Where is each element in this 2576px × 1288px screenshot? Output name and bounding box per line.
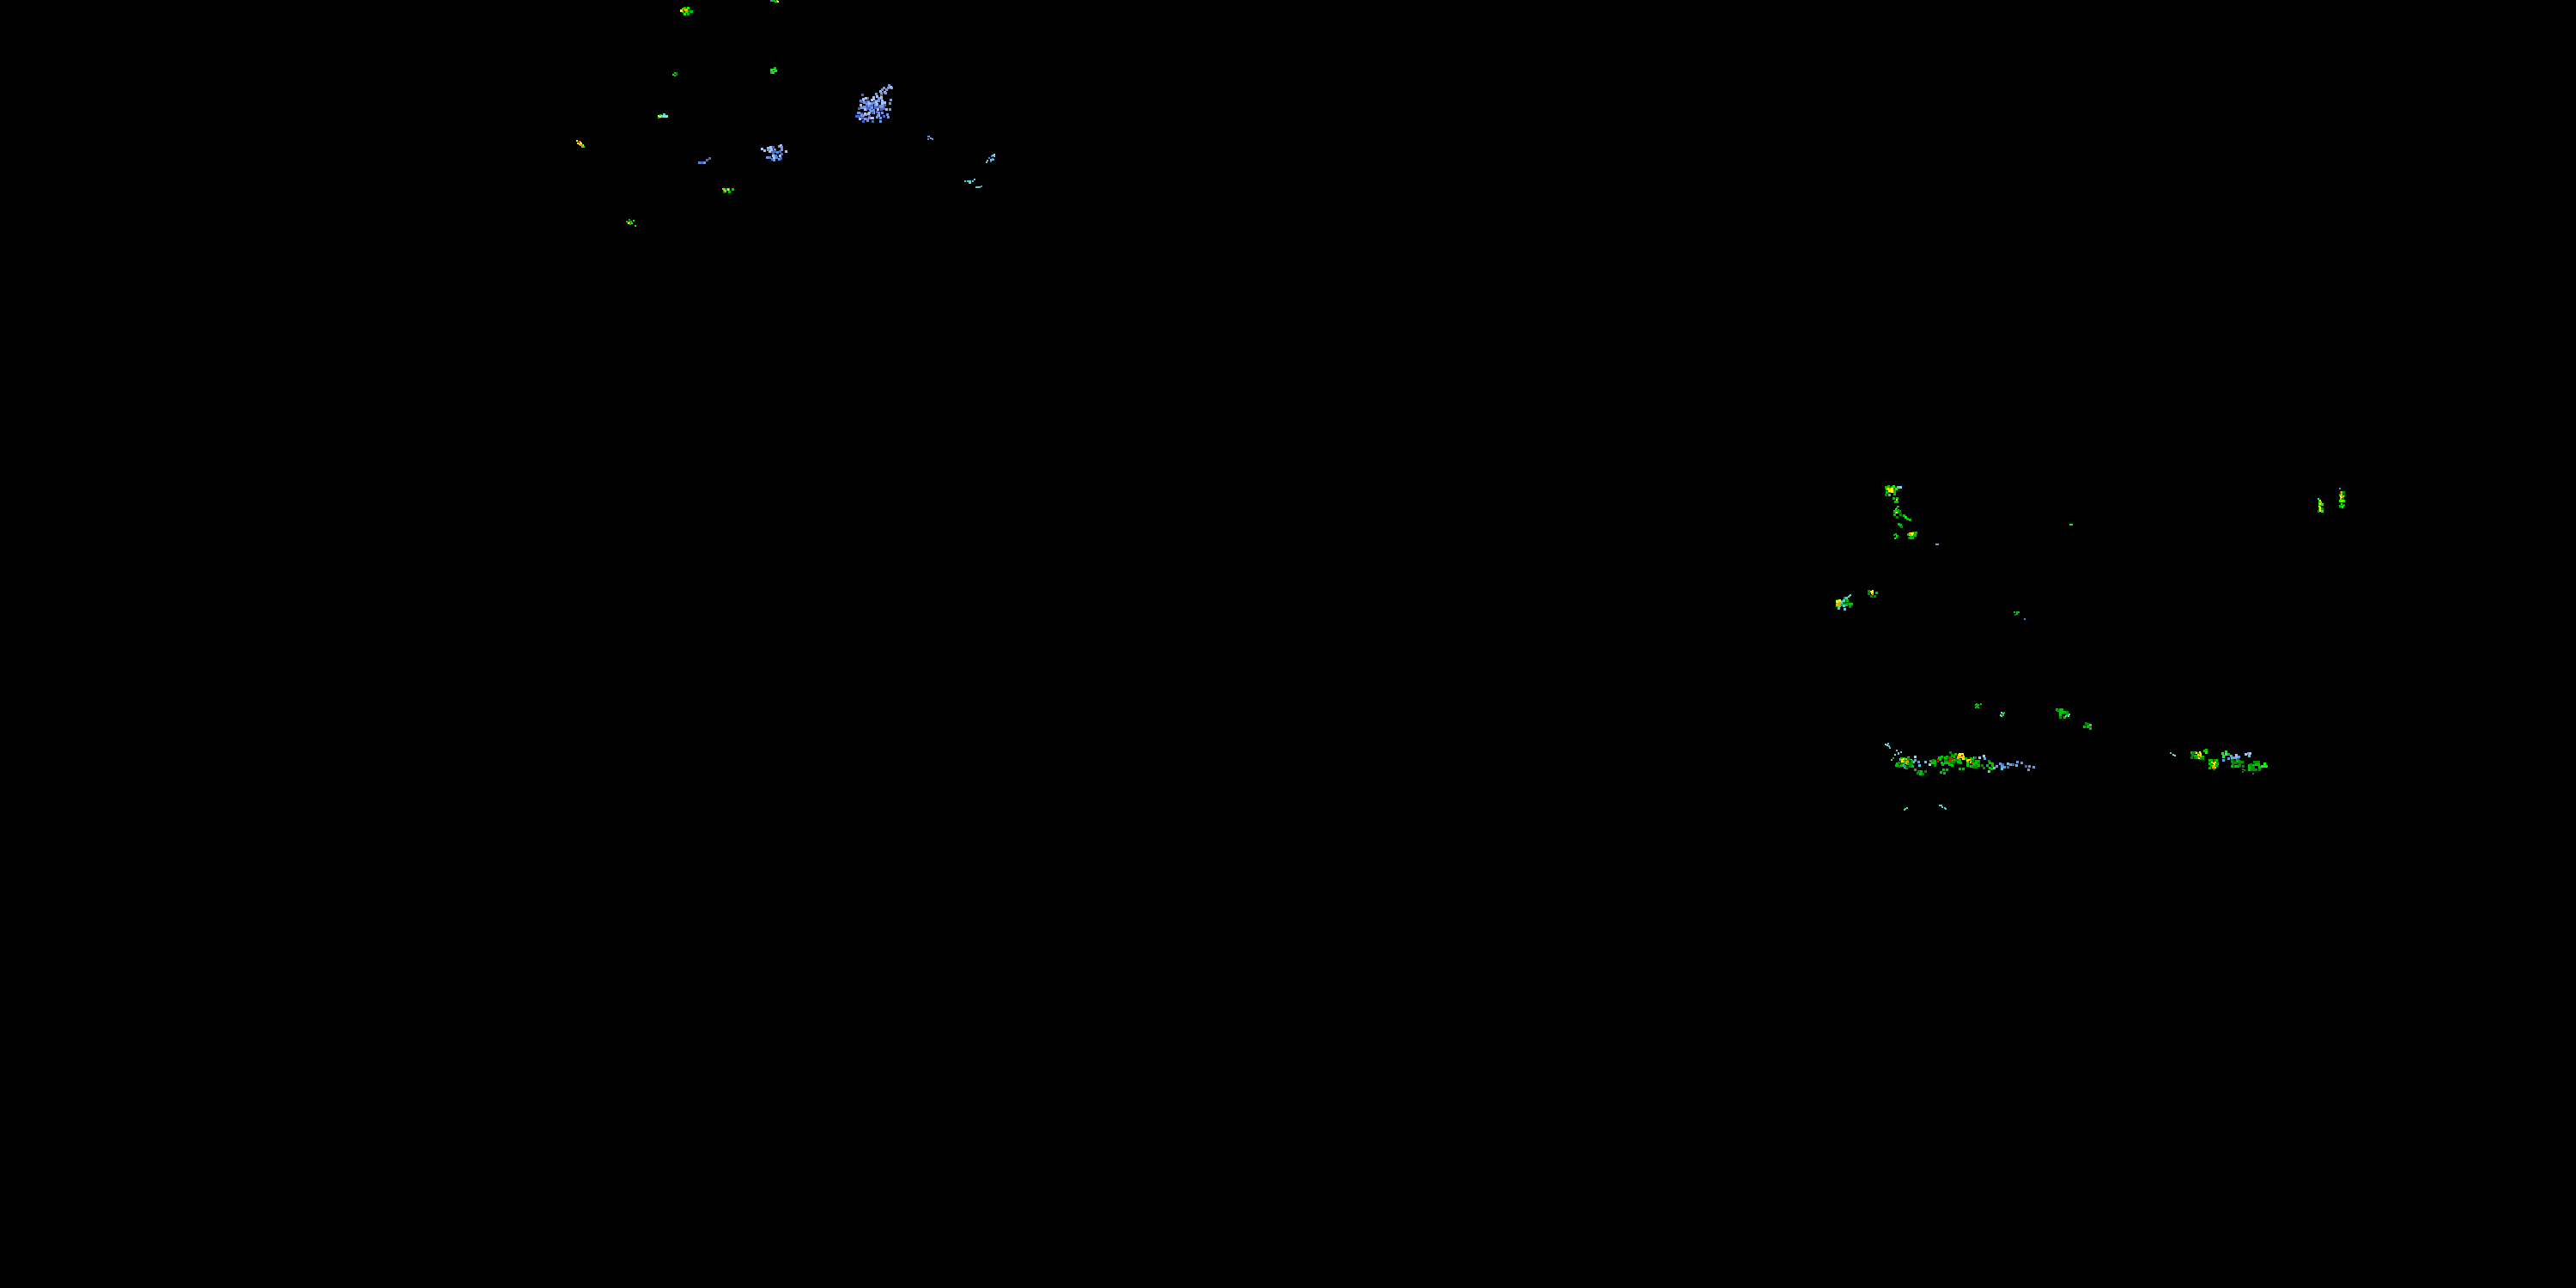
radar-map-viewport bbox=[0, 0, 2576, 1288]
radar-echo-layer bbox=[0, 0, 2576, 1288]
